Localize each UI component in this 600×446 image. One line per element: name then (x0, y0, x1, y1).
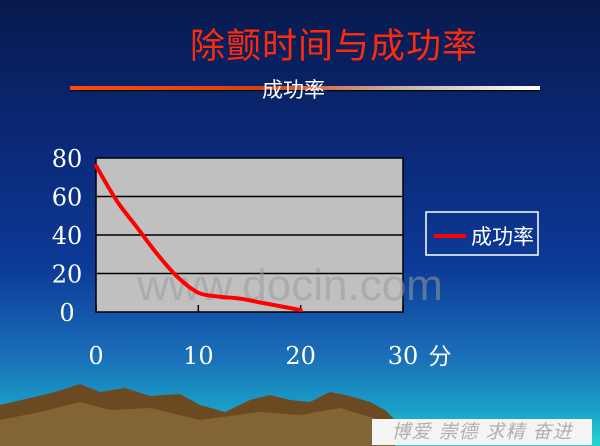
x-tick-label: 0 (88, 342, 103, 370)
x-tick-label: 20 (285, 342, 316, 370)
y-tick-label: 40 (52, 222, 83, 250)
slide-title: 除颤时间与成功率 (189, 27, 478, 67)
mountains-front (0, 402, 395, 446)
motto-banner: 博爱 崇德 求精 奋进 (372, 419, 592, 445)
y-tick-label: 80 (52, 145, 83, 173)
x-tick-label: 10 (183, 342, 214, 370)
title-divider (70, 86, 540, 90)
y-tick-label: 20 (52, 261, 83, 289)
y-tick-label: 60 (52, 184, 83, 212)
watermark: www.docin.com (136, 261, 443, 310)
y-tick-label: 0 (59, 299, 74, 327)
legend-label: 成功率 (471, 225, 534, 249)
x-tick-label: 30 (388, 342, 419, 370)
series-line (94, 163, 303, 313)
chart-title: 成功率 (262, 78, 325, 102)
legend-box (425, 211, 539, 256)
x-axis-label: 分 (429, 344, 452, 370)
